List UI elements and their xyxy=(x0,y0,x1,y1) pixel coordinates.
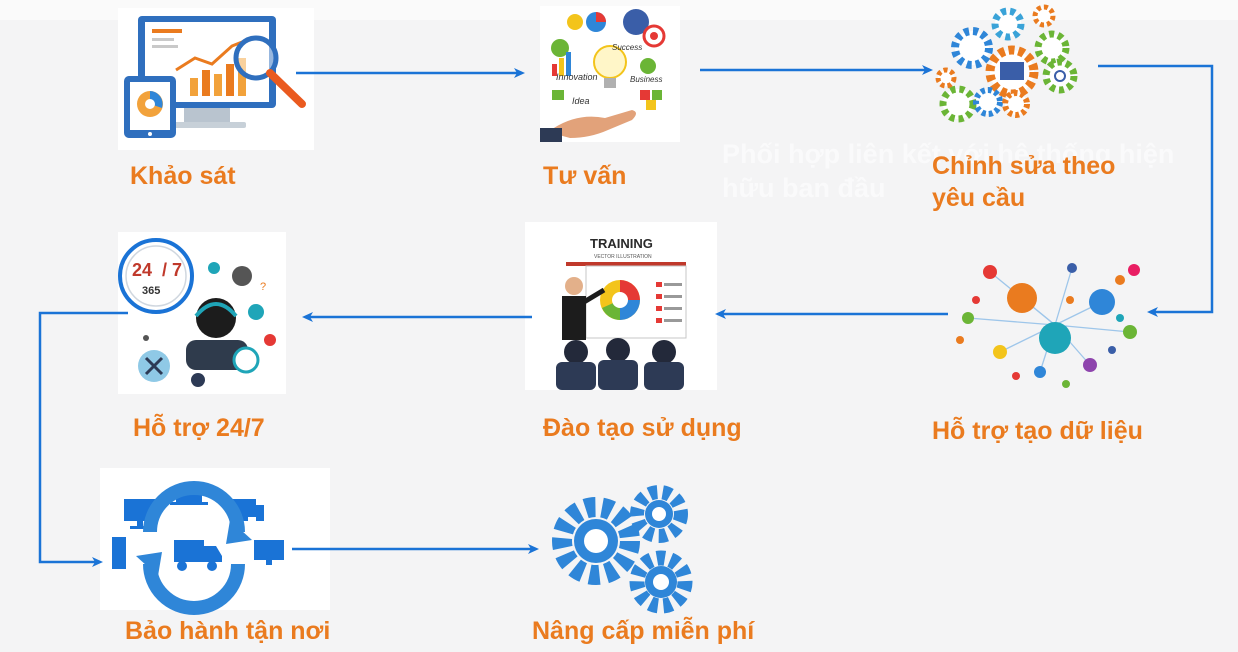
svg-text:/: / xyxy=(162,260,167,280)
clock-7: 7 xyxy=(172,260,182,280)
arrow-ho-tro-to-bao-hanh xyxy=(38,311,128,567)
step-label-tu-van: Tư vấn xyxy=(543,162,627,190)
faded-watermark-text: Phối hợp liên kết với hệ thống hiện hữu … xyxy=(722,139,1175,203)
data-network-icon xyxy=(956,263,1140,388)
step-label-ho-tro: Hỗ trợ 24/7 xyxy=(133,414,265,442)
support-24-7-icon: 24 / 7 365 ? xyxy=(118,238,276,387)
tablet-icon xyxy=(124,76,176,138)
arrow-chinh-sua-to-du-lieu xyxy=(1098,64,1214,317)
training-subtitle: VECTOR ILLUSTRATION xyxy=(594,254,652,260)
step-label-tao-du-lieu: Hỗ trợ tạo dữ liệu xyxy=(932,417,1143,445)
step-label-bao-hanh: Bảo hành tận nơi xyxy=(125,617,331,645)
training-presentation-icon: TRAINING VECTOR ILLUSTRATION xyxy=(556,236,687,390)
innovation-word: Innovation xyxy=(556,72,598,82)
connector-arrows xyxy=(38,64,1214,567)
magnifier-icon xyxy=(233,35,306,108)
idea-word: Idea xyxy=(572,96,590,106)
training-title: TRAINING xyxy=(590,236,653,251)
step-label-chinh-sua: Chỉnh sửa theo yêu cầu xyxy=(932,152,1116,212)
step-label-dao-tao: Đào tạo sử dụng xyxy=(543,414,742,442)
consulting-idea-icon: Innovation Success Business Idea xyxy=(540,9,666,142)
upgrade-gears-icon xyxy=(552,485,693,614)
step-label-nang-cap: Nâng cấp miễn phí xyxy=(532,617,755,645)
step-label-khao-sat: Khảo sát xyxy=(130,162,236,190)
business-word: Business xyxy=(630,75,662,84)
customization-gears-icon xyxy=(935,4,1078,123)
clock-365: 365 xyxy=(142,285,160,297)
success-word: Success xyxy=(612,43,642,52)
svg-text:?: ? xyxy=(260,281,266,293)
onsite-warranty-icon xyxy=(112,481,284,615)
clock-24: 24 xyxy=(132,260,152,280)
